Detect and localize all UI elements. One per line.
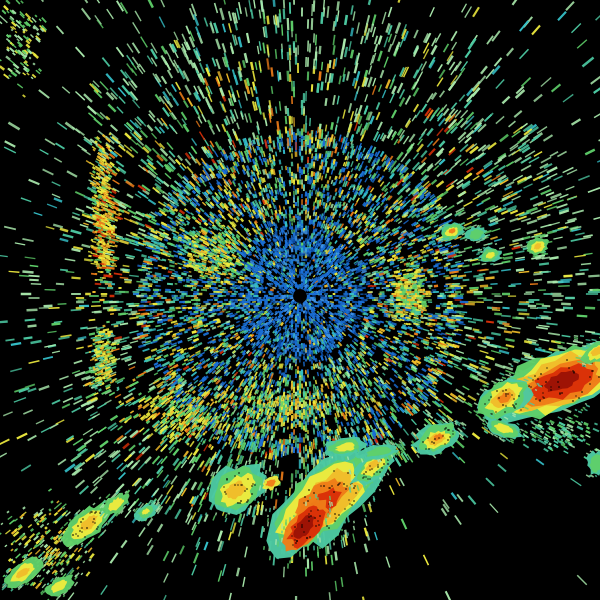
radar-viewport xyxy=(0,0,600,600)
radar-reflectivity-display xyxy=(0,0,600,600)
